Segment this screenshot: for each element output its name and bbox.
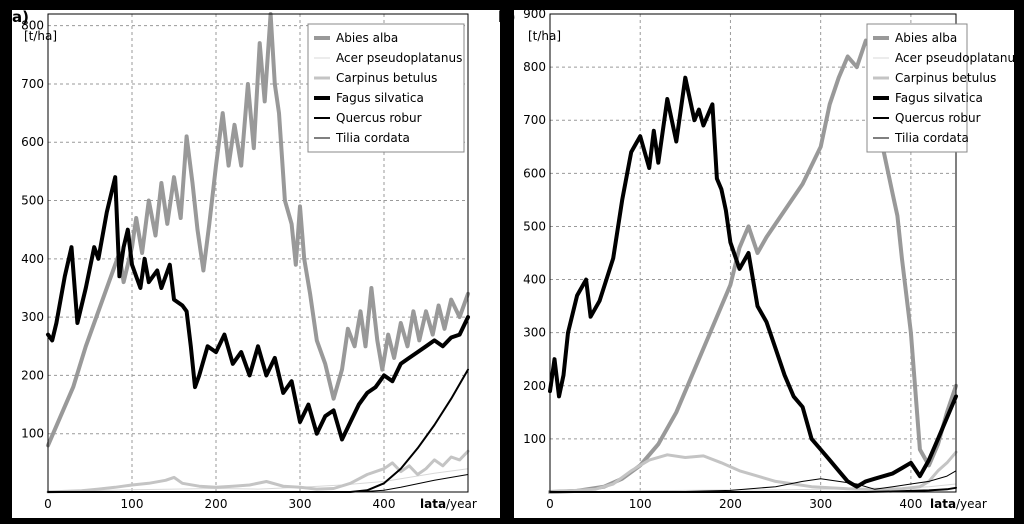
series-line-abies-alba: [548, 38, 958, 494]
panel-a-legend: Abies alba Acer pseudoplatanus Carpinus be…: [307, 23, 465, 153]
series-line-carpinus-betulus: [46, 449, 470, 494]
series-line-carpinus-betulus: [548, 450, 958, 494]
x-tick-label: 300: [809, 497, 832, 511]
x-tick-label: 400: [373, 497, 396, 511]
y-tick-label: 700: [523, 113, 546, 127]
y-tick-label: 300: [21, 310, 44, 324]
y-tick-label: 200: [523, 379, 546, 393]
panel-a-ticks: 0 100 200 300 400 100 200 300 400 500 600 700 800: [21, 19, 395, 511]
panel-b: b) [t/ha] 0 100 200 300 400 100 200 300 400 500 60…: [498, 7, 1021, 518]
panel-a-unit-label: [t/ha]: [24, 29, 57, 43]
legend-entry: Acer pseudoplatanus: [336, 51, 462, 65]
legend-entry: Carpinus betulus: [895, 71, 996, 85]
panel-a-plot-frame: [47, 13, 469, 493]
y-tick-label: 400: [21, 252, 44, 266]
panel-b-letter: b): [498, 8, 516, 26]
x-tick-label: 100: [121, 497, 144, 511]
x-tick-label: 200: [719, 497, 742, 511]
y-tick-label: 800: [523, 60, 546, 74]
legend-entry: Fagus silvatica: [336, 91, 424, 105]
panel-a-letter: a): [12, 8, 29, 26]
series-line-fagus-silvatica: [46, 175, 470, 442]
y-tick-label: 800: [21, 19, 44, 33]
x-tick-label: 300: [289, 497, 312, 511]
panel-b-xlabel-bold: lata: [930, 497, 956, 511]
x-tick-label: 100: [629, 497, 652, 511]
y-tick-label: 900: [523, 7, 546, 21]
panel-b-unit-label: [t/ha]: [528, 29, 561, 43]
x-tick-label: 0: [44, 497, 52, 511]
panel-b-xlabel-rest: /year: [956, 497, 987, 511]
x-tick-label: 400: [899, 497, 922, 511]
y-tick-label: 100: [21, 427, 44, 441]
y-tick-label: 500: [523, 219, 546, 233]
y-tick-label: 700: [21, 77, 44, 91]
legend-entry: Tilia cordata: [894, 131, 969, 145]
y-tick-label: 300: [523, 326, 546, 340]
panel-b-legend: Abies alba Acer pseudoplatanus Carpinus be…: [866, 23, 1021, 153]
y-tick-label: 600: [21, 135, 44, 149]
y-tick-label: 400: [523, 273, 546, 287]
y-tick-label: 600: [523, 166, 546, 180]
y-tick-label: 500: [21, 194, 44, 208]
panel-a-xlabel-rest: /year: [446, 497, 477, 511]
legend-box: [307, 23, 465, 153]
panel-a-series: [46, 12, 470, 494]
x-tick-label: 200: [205, 497, 228, 511]
panel-b-plot-frame: [549, 13, 957, 493]
legend-entry: Carpinus betulus: [336, 71, 437, 85]
legend-entry: Tilia cordata: [335, 131, 410, 145]
legend-box: [866, 23, 968, 153]
x-tick-label: 0: [546, 497, 554, 511]
legend-entry: Acer pseudoplatanus: [895, 51, 1021, 65]
legend-entry: Abies alba: [336, 31, 398, 45]
series-line-acer-pseudoplatanus: [47, 468, 469, 493]
legend-entry: Fagus silvatica: [895, 91, 983, 105]
panel-b-ticks: 0 100 200 300 400 100 200 300 400 500 600 700 800 900: [523, 7, 922, 511]
series-line-abies-alba: [46, 12, 470, 448]
panel-a-xlabel-bold: lata: [420, 497, 446, 511]
legend-entry: Abies alba: [895, 31, 957, 45]
y-tick-label: 100: [523, 432, 546, 446]
legend-entry: Quercus robur: [895, 111, 981, 125]
legend-entry: Quercus robur: [336, 111, 422, 125]
panel-a: a) [t/ha] 0 100 200 300 400 100 200 300 400 500 60…: [12, 8, 500, 518]
series-line-fagus-silvatica: [548, 75, 958, 489]
series-line-tilia-cordata: [549, 470, 957, 493]
y-tick-label: 200: [21, 368, 44, 382]
